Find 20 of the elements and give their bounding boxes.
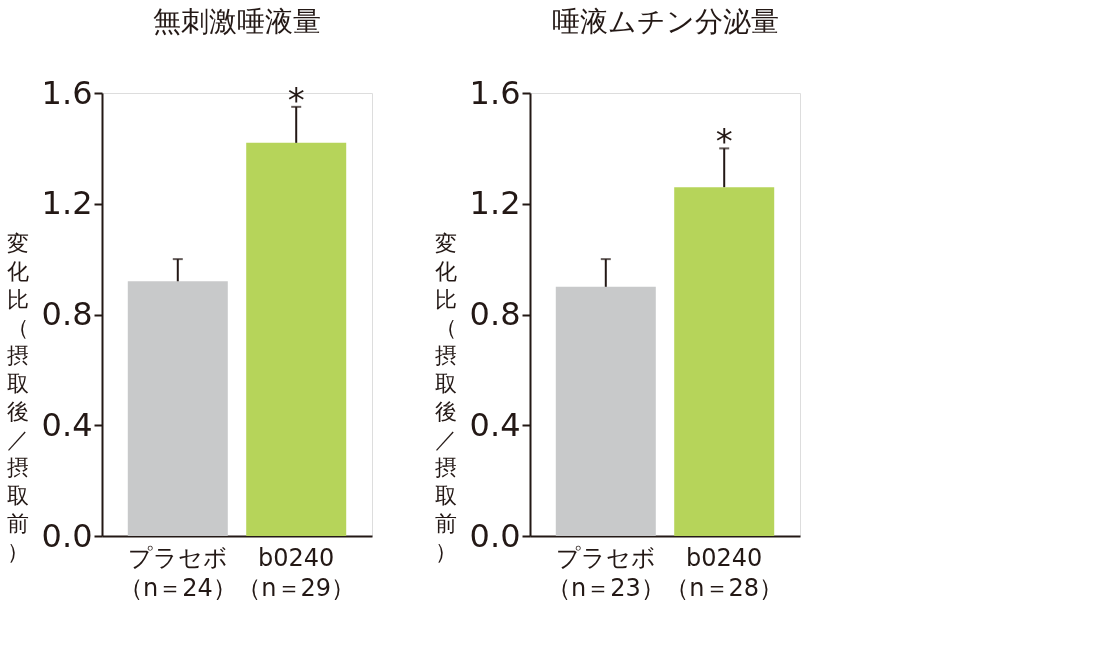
y-tick-label: 0.8	[41, 295, 93, 333]
y-tick-label: 1.2	[41, 184, 93, 223]
annotation: *	[287, 79, 305, 120]
y-tick-label: 0.8	[469, 295, 521, 333]
y-tick-label: 0.0	[469, 516, 521, 555]
y-tick-label: 0.4	[469, 405, 521, 444]
chart-title: 唾液ムチン分泌量	[551, 5, 779, 38]
y-tick-label: 1.6	[469, 73, 521, 112]
annotation: *	[715, 121, 733, 162]
x-tick-label: b0240（n＝28）	[665, 543, 784, 602]
x-tick-label: プラセボ（n＝23）	[546, 543, 665, 602]
chart-title: 無刺激唾液量	[153, 5, 321, 38]
y-tick-label: 0.4	[41, 405, 93, 444]
text: 変化比（摂取後／摂取前）	[6, 230, 29, 564]
y-tick-label: 0.0	[41, 516, 93, 555]
text: 変化比（摂取後／摂取前）	[434, 230, 457, 564]
y-tick-label: 1.2	[469, 184, 521, 223]
y-tick-label: 1.6	[41, 73, 93, 112]
x-tick-label: b0240（n＝29）	[237, 543, 356, 602]
x-tick-label: プラセボ（n＝24）	[118, 543, 237, 602]
